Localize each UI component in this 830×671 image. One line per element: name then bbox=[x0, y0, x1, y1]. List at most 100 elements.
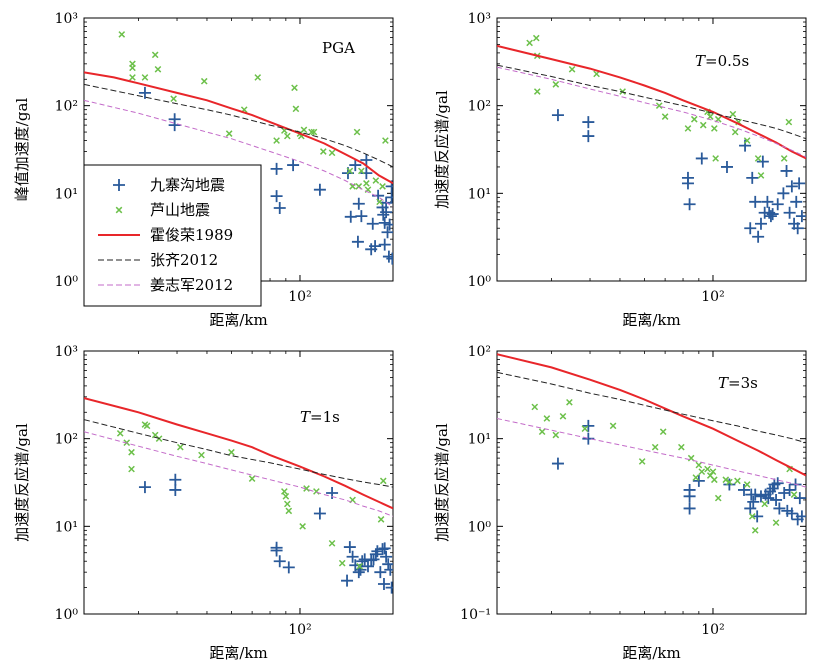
data-point bbox=[273, 137, 280, 144]
legend-marker-cross bbox=[115, 206, 123, 214]
series-line bbox=[84, 431, 393, 517]
data-point bbox=[770, 493, 783, 506]
series-line bbox=[497, 418, 806, 488]
data-point bbox=[684, 125, 692, 132]
data-point bbox=[751, 527, 759, 534]
data-point bbox=[771, 198, 784, 211]
data-point bbox=[695, 461, 703, 469]
data-point bbox=[343, 541, 356, 554]
data-point bbox=[744, 502, 757, 515]
data-point bbox=[291, 84, 298, 92]
panel-annotation: T=3s bbox=[718, 374, 758, 392]
data-point bbox=[552, 81, 560, 88]
data-point bbox=[783, 483, 796, 496]
y-tick-label: 10³ bbox=[55, 344, 78, 360]
data-point bbox=[270, 162, 283, 175]
data-point bbox=[655, 102, 663, 109]
y-tick-label: 10³ bbox=[55, 11, 78, 27]
data-point bbox=[772, 519, 780, 527]
y-tick-label: 10⁻¹ bbox=[460, 607, 491, 623]
data-point bbox=[310, 128, 318, 136]
data-point bbox=[308, 128, 315, 136]
legend-marker-plus bbox=[113, 179, 125, 191]
data-point bbox=[385, 191, 393, 204]
data-point bbox=[785, 180, 798, 193]
panel-annotation: PGA bbox=[322, 39, 355, 57]
data-point bbox=[780, 155, 788, 162]
data-point bbox=[780, 164, 793, 177]
data-point bbox=[744, 222, 757, 235]
x-axis-label: 距离/km bbox=[622, 644, 680, 662]
data-point bbox=[270, 544, 283, 557]
data-point bbox=[638, 458, 646, 465]
y-tick-label: 10¹ bbox=[468, 432, 491, 448]
data-point bbox=[283, 132, 291, 140]
y-tick-label: 10¹ bbox=[468, 186, 491, 202]
plot-frame bbox=[496, 350, 807, 615]
data-point bbox=[754, 155, 762, 162]
data-point bbox=[746, 171, 759, 184]
data-point bbox=[723, 478, 736, 491]
x-tick-label: 10² bbox=[288, 622, 311, 638]
data-point bbox=[651, 443, 659, 451]
data-point bbox=[363, 180, 370, 187]
data-point bbox=[361, 560, 374, 573]
panel-t05: 10⁰ 10¹ 10² 10³ 10² 距离/km 加速度反应谱/gal T=0.5s bbox=[433, 11, 807, 329]
data-point bbox=[531, 403, 539, 411]
data-point bbox=[793, 177, 806, 190]
data-point bbox=[378, 238, 391, 251]
data-point bbox=[795, 510, 806, 523]
data-point bbox=[143, 422, 151, 430]
panel-annotation: T=0.5s bbox=[695, 52, 749, 70]
data-point bbox=[349, 159, 362, 172]
data-point bbox=[699, 121, 707, 129]
data-point bbox=[383, 218, 393, 231]
data-point bbox=[790, 491, 798, 498]
data-point bbox=[154, 65, 162, 73]
x-tick-label: 10² bbox=[288, 289, 311, 305]
data-point bbox=[116, 430, 124, 437]
legend-label: 芦山地震 bbox=[150, 201, 210, 219]
data-point bbox=[129, 74, 136, 81]
series-line bbox=[84, 419, 393, 488]
data-point bbox=[356, 562, 363, 570]
data-point bbox=[270, 190, 283, 203]
data-point bbox=[678, 443, 685, 451]
data-point bbox=[170, 95, 177, 103]
data-point bbox=[353, 128, 361, 136]
data-point bbox=[692, 474, 700, 481]
data-point bbox=[282, 492, 290, 500]
y-tick-label: 10² bbox=[55, 99, 78, 115]
plot-frame bbox=[496, 17, 807, 282]
x-axis-label: 距离/km bbox=[622, 311, 680, 329]
data-point bbox=[533, 88, 541, 95]
legend-label: 姜志军2012 bbox=[150, 276, 233, 294]
data-point bbox=[346, 167, 354, 175]
series-line bbox=[84, 397, 393, 510]
x-axis-label: 距离/km bbox=[209, 311, 267, 329]
series-line bbox=[497, 353, 806, 477]
panel-annotation: T=1s bbox=[300, 408, 340, 426]
series-line bbox=[84, 71, 393, 185]
series-line bbox=[497, 64, 806, 140]
data-point bbox=[559, 412, 567, 420]
data-point bbox=[228, 448, 235, 456]
data-point bbox=[356, 555, 369, 568]
data-point bbox=[692, 474, 705, 487]
data-point bbox=[785, 507, 798, 520]
data-point bbox=[360, 154, 373, 167]
data-point bbox=[365, 554, 378, 567]
data-point bbox=[712, 155, 719, 162]
data-point bbox=[690, 115, 698, 123]
data-point bbox=[351, 235, 364, 248]
data-point bbox=[619, 88, 626, 95]
data-point bbox=[151, 51, 159, 59]
y-tick-label: 10⁰ bbox=[468, 519, 492, 535]
data-point bbox=[729, 110, 737, 118]
y-axis-label: 加速度反应谱/gal bbox=[13, 423, 31, 542]
y-axis-label: 加速度反应谱/gal bbox=[433, 90, 451, 209]
data-point bbox=[764, 485, 777, 498]
data-point bbox=[341, 574, 354, 587]
data-point bbox=[771, 477, 784, 490]
data-point bbox=[761, 500, 769, 508]
